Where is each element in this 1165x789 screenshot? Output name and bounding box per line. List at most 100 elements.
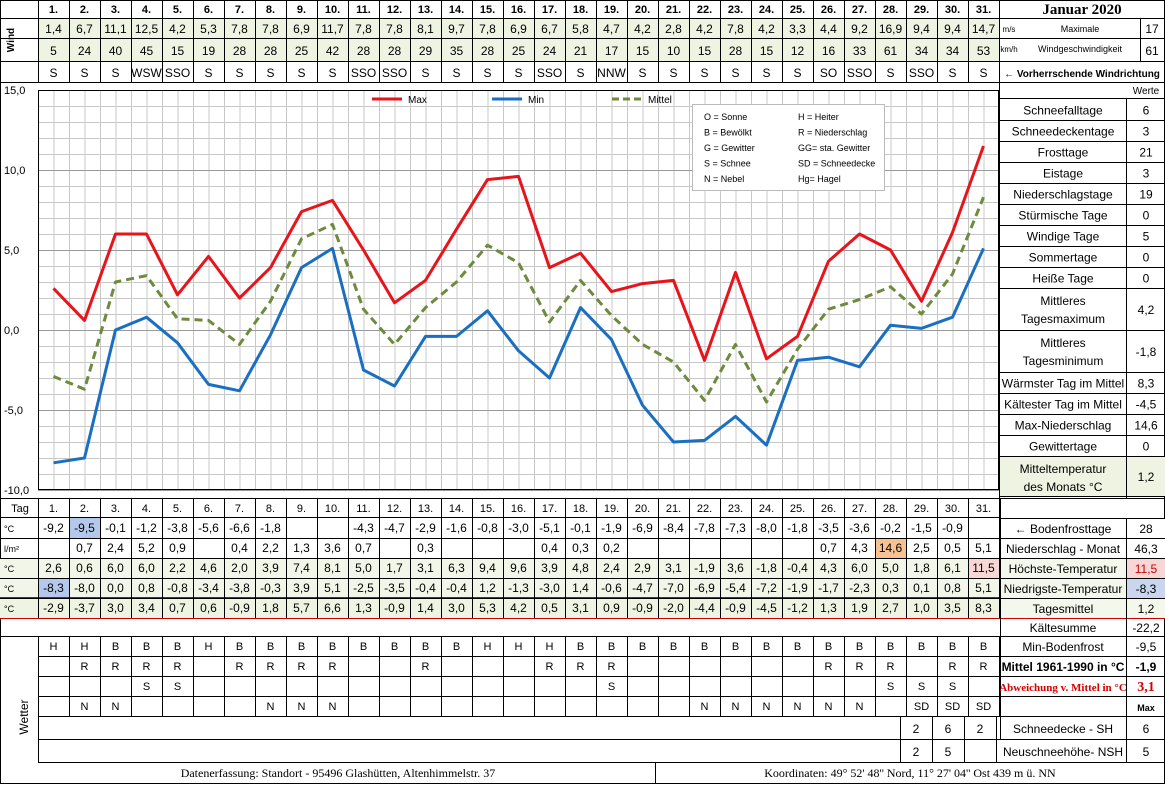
table-cell: 3,9 (541, 561, 558, 575)
stats-value: -4,5 (1136, 398, 1157, 412)
weather-code: N (267, 701, 275, 713)
wind-ms-value: 4,2 (696, 22, 713, 36)
wind-ms-value: 4,2 (758, 22, 775, 36)
weather-code: H (515, 641, 523, 653)
wind-day-label: 22. (697, 4, 712, 16)
wind-ms-value: 7,8 (727, 22, 744, 36)
stats-label: Wärmster Tag im Mittel (1002, 377, 1124, 391)
table-day-label: 12. (387, 503, 402, 515)
snow-cell: 6 (945, 722, 952, 736)
table-day-label: 29. (914, 503, 929, 515)
wind-kmh-value: 35 (450, 44, 464, 58)
extra-stat-value: -1,9 (1136, 660, 1157, 674)
table-cell: -0,1 (105, 521, 126, 535)
table-cell: 2,9 (634, 561, 651, 575)
table-cell: 0,8 (138, 581, 155, 595)
wind-day-label: 14. (449, 4, 464, 16)
snow-cell: 2 (977, 722, 984, 736)
wind-dir-value: S (297, 66, 305, 80)
weather-code: B (360, 641, 367, 653)
wind-ms-value: 4,4 (820, 22, 837, 36)
wind-day-label: 3. (111, 4, 120, 16)
table-cell: 3,9 (262, 561, 279, 575)
snow-cell: 2 (913, 745, 920, 759)
weather-code-item: R = Niederschlag (798, 128, 867, 138)
weather-code: B (949, 641, 956, 653)
table-cell: 1,3 (355, 601, 372, 615)
table-cell: 1,2 (479, 581, 496, 595)
table-cell: 14,6 (879, 541, 903, 555)
weather-code: N (329, 701, 337, 713)
table-cell: 0,9 (169, 541, 186, 555)
table-cell: -0,4 (446, 581, 467, 595)
weather-code: H (81, 641, 89, 653)
weather-code: R (825, 661, 833, 673)
table-cell: -1,9 (694, 561, 715, 575)
snow-value: 6 (1143, 722, 1150, 736)
weather-code: S (949, 681, 956, 693)
table-unit: °C (4, 604, 15, 614)
weather-code: S (174, 681, 181, 693)
wind-day-label: 5. (173, 4, 182, 16)
wind-day-label: 18. (573, 4, 588, 16)
wind-day-label: 23. (728, 4, 743, 16)
wind-ms-value: 6,9 (293, 22, 310, 36)
table-cell: -3,5 (818, 521, 839, 535)
wind-kmh-value: 16 (822, 44, 836, 58)
table-cell: 4,2 (510, 601, 527, 615)
table-cell: 2,4 (107, 541, 124, 555)
table-day-label: 19. (604, 503, 619, 515)
table-cell: 5,3 (479, 601, 496, 615)
legend-label-min: Min (528, 95, 544, 106)
legend-label-mittel: Mittel (648, 95, 672, 106)
table-cell: 1,3 (820, 601, 837, 615)
table-cell: -0,6 (601, 581, 622, 595)
table-row-value: 11,5 (1135, 562, 1158, 576)
weather-code: R (267, 661, 275, 673)
table-cell: -3,0 (539, 581, 560, 595)
table-cell: 9,6 (510, 561, 527, 575)
weather-code-item: Hg= Hagel (798, 174, 841, 184)
wind-day-label: 26. (821, 4, 836, 16)
table-cell: -7,8 (694, 521, 715, 535)
wind-day-label: 13. (418, 4, 433, 16)
y-tick-label: 0,0 (4, 325, 19, 337)
wind-day-label: 15. (480, 4, 495, 16)
wind-ms-value: 9,4 (913, 22, 930, 36)
weather-code: SD (945, 701, 960, 713)
snow-cell: 2 (913, 722, 920, 736)
table-cell: 5,0 (882, 561, 899, 575)
wind-dir-value: SSO (382, 66, 407, 80)
weather-code: R (856, 661, 864, 673)
weather-code: N (825, 701, 833, 713)
table-day-label: 15. (480, 503, 495, 515)
weather-code: B (825, 641, 832, 653)
table-cell: -0,1 (570, 521, 591, 535)
weather-code: B (701, 641, 708, 653)
wind-ms-value: 16,9 (879, 22, 903, 36)
table-cell: 0,6 (76, 561, 93, 575)
table-cell: -2,9 (415, 521, 436, 535)
extra-stat-label: Mittel 1961-1990 in °C (1002, 660, 1125, 674)
table-day-label: 8. (266, 503, 275, 515)
wind-dir-value: S (979, 66, 987, 80)
table-cell: 0,7 (76, 541, 93, 555)
table-day-label: 26. (821, 503, 836, 515)
stats-label: Schneedeckentage (1012, 125, 1115, 139)
table-cell: 0,3 (572, 541, 589, 555)
table-cell: -1,8 (260, 521, 281, 535)
snow-label: Neuschneehöhe- NSH (1003, 745, 1123, 759)
table-cell: 2,2 (169, 561, 186, 575)
table-cell: 0,8 (944, 581, 961, 595)
table-cell: 4,3 (820, 561, 837, 575)
wind-ms-value: 2,8 (665, 22, 682, 36)
wind-day-label: 7. (235, 4, 244, 16)
wind-ms-value: 4,2 (169, 22, 186, 36)
wind-day-label: 29. (914, 4, 929, 16)
extra-stat-value: -9,5 (1136, 640, 1157, 654)
table-cell: -0,9 (384, 601, 405, 615)
table-day-label: 10. (325, 503, 340, 515)
tag-label: Tag (11, 503, 29, 515)
wind-ms-value: 7,8 (262, 22, 279, 36)
wind-kmh-value: 28 (233, 44, 247, 58)
